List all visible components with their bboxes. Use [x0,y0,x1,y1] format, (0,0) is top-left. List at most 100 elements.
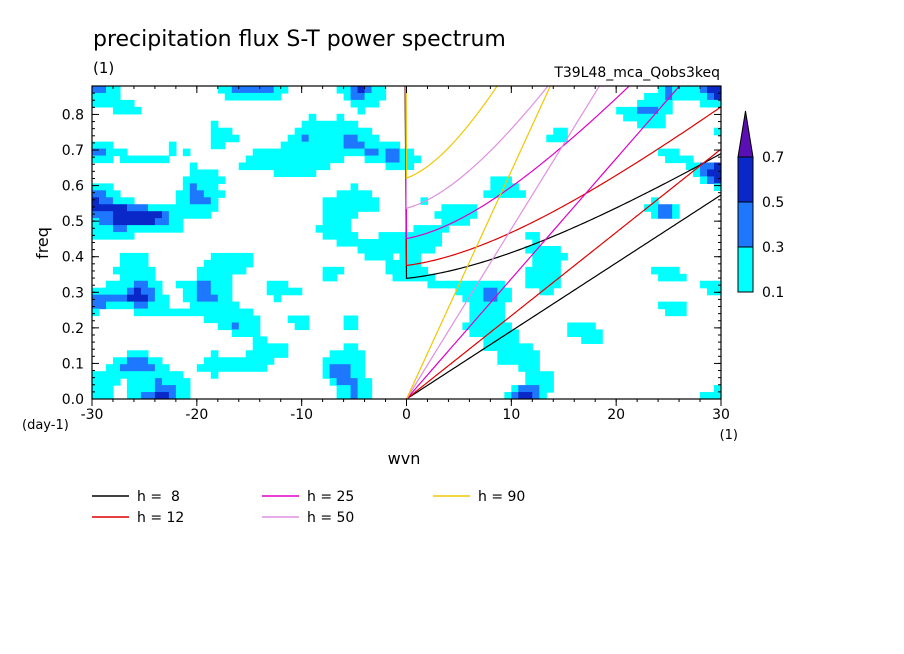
spectrum-cell [280,280,289,289]
spectrum-cell [595,336,603,344]
spectrum-cell [98,190,107,198]
spectrum-cell [126,99,135,108]
spectrum-cell [92,148,100,157]
colorbar-label: 0.1 [762,285,784,301]
spectrum-cell [651,266,659,275]
spectrum-cell [357,86,366,94]
spectrum-cell [371,252,380,261]
spectrum-cell [189,190,198,198]
spectrum-cell [133,308,142,317]
spectrum-cell [259,350,268,358]
spectrum-cell [420,245,429,254]
spectrum-cell [483,190,491,198]
spectrum-cell [98,148,107,157]
spectrum-cell [92,204,100,212]
spectrum-cell [350,127,359,136]
spectrum-cell [665,301,673,310]
spectrum-cell [245,155,254,164]
spectrum-cell [336,392,345,399]
spectrum-cell [224,252,233,261]
spectrum-cell [252,357,261,365]
spectrum-cell [161,218,170,226]
spectrum-cell [476,301,484,310]
spectrum-cell [623,113,631,122]
spectrum-cell [252,86,261,94]
spectrum-cell [329,127,338,136]
x-tick-label: 30 [712,407,730,423]
spectrum-cell [644,113,652,122]
spectrum-cell [441,204,450,212]
spectrum-cell [350,239,359,247]
dispersion-curve-h8 [406,194,721,399]
spectrum-cell [644,120,652,129]
spectrum-cell [707,169,715,178]
spectrum-cell [245,86,254,94]
spectrum-cell [672,211,680,219]
spectrum-cell [98,218,107,226]
spectrum-cell [259,336,268,344]
spectrum-cell [217,252,226,261]
spectrum-cell [665,204,673,212]
spectrum-cell [532,357,540,365]
spectrum-cell [714,392,721,399]
spectrum-cell [210,273,219,282]
spectrum-cell [539,280,547,289]
spectrum-cell [476,329,484,337]
x-tick-label: -30 [81,407,104,423]
spectrum-cell [336,364,345,372]
spectrum-cell [483,336,491,344]
spectrum-cell [343,315,352,324]
spectrum-cell [182,176,191,184]
spectrum-cell [714,92,721,101]
spectrum-cell [133,259,142,268]
spectrum-cell [357,245,366,254]
spectrum-cell [273,162,282,171]
spectrum-cell [406,239,415,247]
spectrum-cell [133,273,142,282]
spectrum-cell [476,315,484,324]
spectrum-cell [133,350,142,358]
spectrum-cell [105,218,114,226]
spectrum-cell [301,120,310,129]
spectrum-cell [539,378,547,386]
spectrum-cell [140,350,149,358]
spectrum-cell [112,287,121,296]
spectrum-cell [175,378,184,386]
spectrum-cell [245,315,254,324]
spectrum-cell [92,155,100,164]
spectrum-cell [700,176,708,184]
spectrum-cell [343,197,352,205]
spectrum-cell [203,287,212,296]
spectrum-cell [371,245,380,254]
spectrum-cell [112,378,121,386]
spectrum-cell [252,343,261,351]
spectrum-cell [350,148,359,157]
spectrum-cell [441,211,450,219]
spectrum-cell [224,266,233,275]
spectrum-cell [336,141,345,150]
spectrum-cell [644,99,652,108]
spectrum-cell [217,294,226,303]
spectrum-cell [238,315,247,324]
spectrum-cell [427,273,436,282]
spectrum-cell [546,134,554,143]
spectrum-cell [112,92,121,101]
spectrum-cell [539,385,547,393]
spectrum-cell [399,266,408,275]
spectrum-cell [273,86,282,94]
spectrum-cell [273,280,282,289]
spectrum-cell [497,287,505,296]
spectrum-cell [105,392,114,399]
spectrum-cell [350,183,359,191]
spectrum-cell [119,294,128,303]
spectrum-cell [336,225,345,233]
spectrum-cell [119,211,128,219]
spectrum-cell [147,364,156,372]
spectrum-cell [434,211,443,219]
spectrum-cell [343,134,352,143]
spectrum-cell [140,259,149,268]
spectrum-cell [119,232,128,240]
spectrum-cell [147,357,156,365]
spectrum-cell [399,155,408,164]
spectrum-cell [224,92,233,101]
